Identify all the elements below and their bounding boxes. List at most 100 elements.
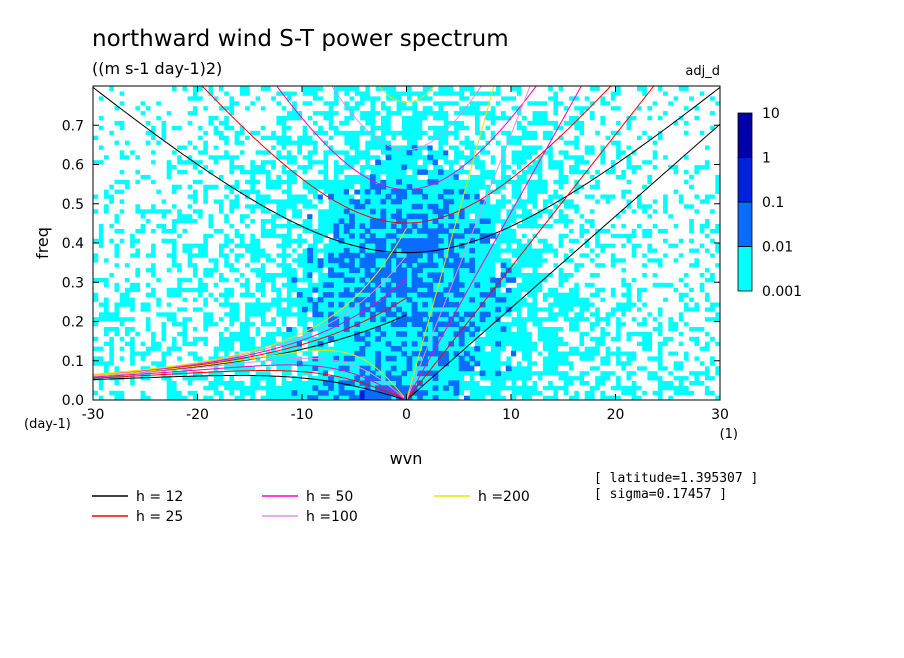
field-cell	[385, 292, 392, 298]
field-cell	[646, 223, 653, 229]
field-cell	[563, 164, 570, 170]
field-cell	[709, 223, 716, 229]
field-cell	[354, 287, 361, 293]
field-cell	[140, 272, 146, 278]
field-cell	[375, 223, 381, 229]
field-cell	[552, 228, 559, 234]
field-cell	[155, 144, 162, 151]
field-cell	[134, 321, 141, 327]
field-cell	[113, 184, 120, 190]
field-cell	[464, 326, 470, 332]
field-cell	[704, 208, 711, 215]
field-cell	[521, 105, 528, 112]
field-cell	[239, 120, 246, 126]
field-cell	[526, 110, 533, 116]
field-cell	[437, 360, 444, 367]
field-cell	[599, 90, 606, 97]
field-cell	[338, 115, 345, 121]
field-cell	[615, 189, 622, 195]
field-cell	[317, 154, 324, 161]
field-cell	[234, 189, 240, 195]
field-cell	[202, 346, 209, 352]
field-cell	[166, 140, 172, 146]
field-cell	[401, 257, 408, 264]
field-cell	[171, 267, 178, 273]
field-cell	[192, 331, 199, 337]
field-cell	[709, 174, 716, 180]
field-cell	[667, 179, 674, 185]
field-cell	[385, 252, 392, 259]
field-cell	[119, 380, 125, 386]
kelvin-curve	[406, 86, 655, 400]
field-cell	[296, 228, 303, 234]
field-cell	[244, 120, 251, 126]
field-cell	[667, 90, 674, 97]
field-cell	[652, 360, 658, 367]
field-cell	[568, 130, 575, 136]
field-cell	[448, 287, 455, 293]
field-cell	[678, 140, 684, 146]
field-cell	[155, 395, 162, 400]
field-cell	[155, 238, 162, 244]
field-cell	[406, 252, 413, 259]
field-cell	[150, 218, 157, 224]
field-cell	[709, 154, 716, 161]
field-cell	[432, 120, 439, 126]
field-cell	[239, 179, 246, 185]
field-cell	[171, 179, 178, 185]
field-cell	[192, 213, 199, 220]
field-cell	[322, 86, 329, 92]
field-cell	[417, 370, 423, 377]
field-cell	[207, 198, 214, 205]
field-cell	[667, 110, 674, 116]
field-cell	[636, 233, 643, 239]
field-cell	[338, 135, 345, 141]
field-cell	[652, 331, 658, 337]
field-cell	[516, 355, 522, 362]
field-cell	[631, 297, 637, 303]
field-cell	[427, 262, 434, 269]
field-cell	[693, 95, 700, 102]
field-cell	[599, 365, 606, 372]
field-cell	[155, 110, 162, 116]
field-cell	[98, 247, 104, 254]
field-cell	[599, 306, 606, 313]
field-cell	[108, 262, 115, 269]
field-cell	[171, 135, 178, 141]
field-cell	[202, 306, 209, 313]
field-cell	[202, 360, 209, 367]
field-cell	[401, 228, 408, 234]
field-cell	[511, 311, 517, 318]
field-cell	[296, 120, 303, 126]
field-cell	[93, 380, 99, 386]
field-cell	[260, 100, 266, 107]
field-cell	[265, 125, 272, 131]
field-cell	[291, 149, 298, 156]
field-cell	[197, 105, 204, 112]
field-cell	[291, 86, 298, 92]
field-cell	[479, 95, 486, 102]
field-cell	[615, 184, 622, 190]
field-cell	[714, 208, 720, 215]
field-cell	[458, 336, 465, 342]
field-cell	[176, 311, 183, 318]
field-cell	[119, 86, 125, 92]
field-cell	[202, 228, 209, 234]
field-cell	[181, 90, 188, 97]
field-cell	[547, 169, 554, 175]
field-cell	[693, 238, 700, 244]
field-cell	[354, 95, 361, 102]
field-cell	[234, 272, 240, 278]
field-cell	[657, 149, 664, 156]
field-cell	[657, 203, 664, 210]
field-cell	[113, 110, 120, 116]
field-cell	[338, 105, 345, 112]
field-cell	[213, 105, 219, 112]
field-cell	[615, 311, 622, 318]
field-cell	[693, 360, 700, 367]
field-cell	[93, 86, 99, 92]
field-cell	[129, 184, 136, 190]
field-cell	[673, 130, 679, 136]
field-cell	[255, 277, 261, 283]
